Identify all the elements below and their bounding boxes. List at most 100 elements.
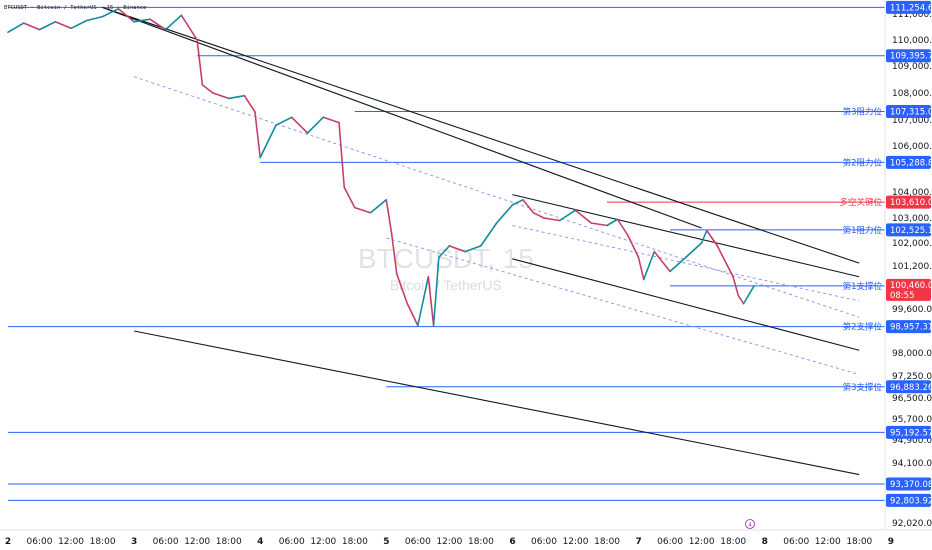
time-tick-label: 4 xyxy=(257,537,263,547)
time-tick-label: 12:00 xyxy=(58,537,84,547)
price-tag-label: 95,192.57 xyxy=(890,428,932,438)
time-tick-label: 7 xyxy=(635,537,641,547)
dashed-channel-line xyxy=(512,225,860,302)
price-tag xyxy=(886,0,931,14)
price-tag-label: 93,370.08 xyxy=(890,480,932,490)
price-tag xyxy=(886,223,931,237)
price-tick-label: 111,000.00 xyxy=(892,10,932,20)
price-tag xyxy=(886,493,931,507)
price-tag-label: 92,803.92 xyxy=(890,496,932,506)
trend-line xyxy=(102,6,860,264)
time-tick-label: 18:00 xyxy=(846,537,872,547)
price-tag xyxy=(886,320,931,334)
time-tick-label: 06:00 xyxy=(279,537,305,547)
time-tick-label: 6 xyxy=(509,537,515,547)
price-tag-label: 96,883.26 xyxy=(890,383,932,393)
price-tick-label: 106,000.00 xyxy=(892,142,932,152)
price-tags: 111,254.61 109,395.71 107,315.01 105,288.86… xyxy=(886,0,932,507)
time-tick-label: 18:00 xyxy=(216,537,242,547)
time-tick-label: 06:00 xyxy=(531,537,557,547)
level-name-label: 第2支撑位 xyxy=(843,322,883,333)
price-axis[interactable]: 111,000.00 110,000.00 109,000.00 108,000.00… xyxy=(884,0,932,550)
watermark: BTCUSDT, 15 Bitcoin / TetherUS xyxy=(358,243,534,293)
level-name-label: 第1阻力位 xyxy=(843,225,883,236)
current-price-tag xyxy=(886,278,931,301)
level-name-label: 第2阻力位 xyxy=(843,157,883,168)
price-tick-label: 99,600.00 xyxy=(892,305,932,315)
price-line xyxy=(7,8,755,327)
price-tick-label: 107,000.00 xyxy=(892,116,932,126)
event-marker-icon[interactable]: 4 xyxy=(745,519,755,529)
price-axis-background xyxy=(885,0,932,550)
price-tag xyxy=(886,477,931,491)
price-tag-label: 107,315.01 xyxy=(890,107,932,117)
price-tick-label: 96,500.00 xyxy=(892,394,932,404)
price-tick-label: 109,000.00 xyxy=(892,62,932,72)
trend-line xyxy=(512,194,860,278)
price-tag-label: 102,525.11 xyxy=(890,226,932,236)
time-tick-label: 2 xyxy=(5,537,11,547)
price-tick-label: 92,020.00 xyxy=(892,519,932,529)
countdown-label: 08:55 xyxy=(890,291,915,301)
time-tick-label: 06:00 xyxy=(27,537,53,547)
price-tick-label: 101,200.00 xyxy=(892,262,932,272)
time-axis[interactable]: 2 06:00 12:00 18:00 3 06:00 12:00 18:00 4 06:00 12… xyxy=(0,529,932,550)
price-tick-label: 102,000.00 xyxy=(892,239,932,249)
price-tick-label: 103,000.00 xyxy=(892,214,932,224)
price-tick-label: 97,250.00 xyxy=(892,372,932,382)
watermark-title: BTCUSDT, 15 xyxy=(358,243,534,274)
time-tick-label: 06:00 xyxy=(783,537,809,547)
price-series xyxy=(7,8,755,327)
price-tick-label: 94,900.00 xyxy=(892,436,932,446)
price-tag-label: 109,395.71 xyxy=(890,52,932,62)
time-tick-label: 8 xyxy=(762,537,768,547)
time-tick-label: 18:00 xyxy=(342,537,368,547)
event-marker-label: 4 xyxy=(748,523,752,529)
price-tick-label: 95,700.00 xyxy=(892,415,932,425)
trend-line xyxy=(102,6,702,229)
time-tick-label: 3 xyxy=(131,537,137,547)
time-tick-label: 12:00 xyxy=(815,537,841,547)
level-name-label: 第3阻力位 xyxy=(843,106,883,117)
price-tag xyxy=(886,195,931,209)
time-tick-label: 18:00 xyxy=(720,537,746,547)
price-tag-label: 111,254.61 xyxy=(890,3,932,13)
time-tick-label: 18:00 xyxy=(468,537,494,547)
time-tick-label: 18:00 xyxy=(594,537,620,547)
price-tag xyxy=(886,155,931,169)
price-tag xyxy=(886,104,931,118)
time-tick-label: 9 xyxy=(888,537,894,547)
price-tag xyxy=(886,425,931,439)
level-name-label: 第1支撑位 xyxy=(843,281,883,292)
price-tag xyxy=(886,380,931,394)
price-tick-label: 108,000.00 xyxy=(892,89,932,99)
price-tick-label: 98,000.00 xyxy=(892,349,932,359)
price-tick-label: 94,100.00 xyxy=(892,459,932,469)
watermark-subtitle: Bitcoin / TetherUS xyxy=(390,277,502,293)
symbol-info: BTCUSDT · Bitcoin / TetherUS · 15 · Bina… xyxy=(4,5,146,11)
time-tick-label: 12:00 xyxy=(310,537,336,547)
time-axis-background xyxy=(0,530,932,550)
price-tick-label: 104,000.00 xyxy=(892,188,932,198)
dashed-channel-line xyxy=(386,237,860,375)
time-tick-label: 12:00 xyxy=(689,537,715,547)
time-tick-label: 06:00 xyxy=(657,537,683,547)
price-tick-label: 110,000.00 xyxy=(892,36,932,46)
time-tick-label: 06:00 xyxy=(405,537,431,547)
price-tag-label: 103,610.00 xyxy=(890,198,932,208)
level-name-label: 多空关键位 xyxy=(839,197,882,208)
time-tick-label: 12:00 xyxy=(184,537,210,547)
price-tag-label: 105,288.86 xyxy=(890,158,932,168)
level-name-label: 第3支撑位 xyxy=(843,382,883,393)
trend-lines xyxy=(102,6,860,476)
price-tag xyxy=(886,49,931,63)
price-tag-label: 98,957.31 xyxy=(890,323,932,333)
time-tick-label: 5 xyxy=(383,537,389,547)
trend-line xyxy=(512,258,860,351)
time-tick-label: 12:00 xyxy=(563,537,589,547)
trend-line xyxy=(133,330,860,476)
current-price-label: 100,460.01 xyxy=(890,281,932,291)
